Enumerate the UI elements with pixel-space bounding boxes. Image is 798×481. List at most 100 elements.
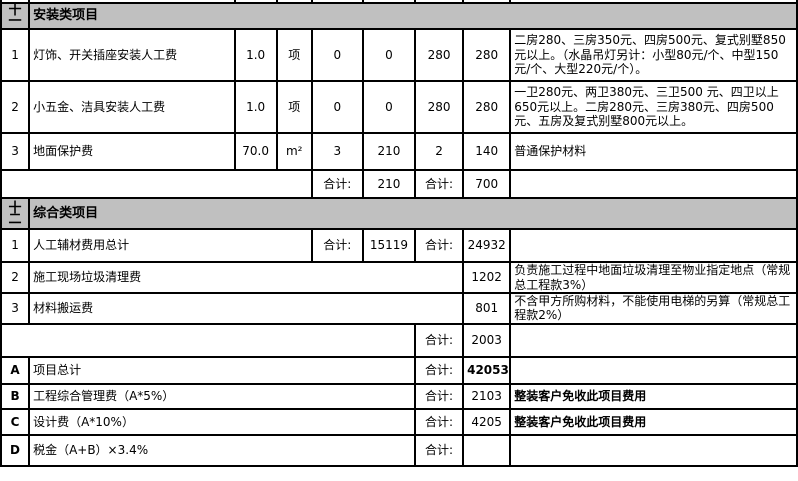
summary-row-d: D 税金（A+B）×3.4% 合计: xyxy=(0,433,798,467)
tax-value xyxy=(462,433,512,467)
empty-cell xyxy=(509,169,798,199)
clipped-cell xyxy=(361,0,417,4)
table-row-misc-3: 3 材料搬运费 801 不含甲方所购材料，不能使用电梯的另算（常规总工程款2%） xyxy=(0,292,798,325)
summary-name: 项目总计 xyxy=(28,355,416,385)
subtotal-label: 合计: xyxy=(413,322,465,358)
row-num: 1 xyxy=(0,228,31,263)
grand-line-total: 24932 xyxy=(462,228,512,263)
total-label: 合计: xyxy=(413,355,465,385)
material-total: 210 xyxy=(361,132,417,171)
row-num: 3 xyxy=(0,292,31,325)
line-total: 280 xyxy=(462,28,512,82)
clipped-row xyxy=(0,0,798,4)
row-num: 3 xyxy=(0,132,31,171)
item-note: 二房280、三房350元、四房500元、复式别墅850元以上。（水晶吊灯另计：小… xyxy=(509,28,798,82)
clipped-cell xyxy=(509,0,798,4)
item-name: 地面保护费 xyxy=(28,132,236,171)
labor-price: 280 xyxy=(413,80,465,134)
total-label: 合计: xyxy=(413,433,465,467)
section-install-header-row: 十 一 安装类项目 xyxy=(0,2,798,30)
item-note: 负责施工过程中地面垃圾清理至物业指定地点（常规总工程款3%） xyxy=(509,261,798,294)
table-row-install-2: 2 小五金、洁具安装人工费 1.0 项 0 0 280 280 一卫280元、两… xyxy=(0,80,798,134)
material-total: 0 xyxy=(361,80,417,134)
section-misc-header-row: 十 二 综合类项目 xyxy=(0,197,798,230)
empty-cell xyxy=(0,169,313,199)
item-note xyxy=(509,228,798,263)
quantity: 70.0 xyxy=(233,132,278,171)
management-fee-value: 2103 xyxy=(462,382,512,410)
clipped-cell xyxy=(28,0,236,4)
summary-name: 工程综合管理费（A*5%） xyxy=(28,382,416,410)
labor-price: 2 xyxy=(413,132,465,171)
table-row-misc-1: 1 人工辅材费用总计 合计: 15119 合计: 24932 xyxy=(0,228,798,263)
item-note: 一卫280元、两卫380元、三卫500 元、四卫以上650元以上。二房280元、… xyxy=(509,80,798,134)
empty-cell xyxy=(509,322,798,358)
row-letter: C xyxy=(0,407,31,436)
section-index-stack: 十 一 xyxy=(5,5,25,27)
labor-material-total: 15119 xyxy=(361,228,417,263)
quantity: 1.0 xyxy=(233,28,278,82)
summary-row-a: A 项目总计 合计: 42053 xyxy=(0,355,798,385)
clipped-cell xyxy=(413,0,465,4)
item-note: 普通保护材料 xyxy=(509,132,798,171)
labor-price: 280 xyxy=(413,28,465,82)
line-total: 801 xyxy=(462,292,512,325)
section-install-subtotal-row: 合计: 210 合计: 700 xyxy=(0,169,798,199)
line-total: 280 xyxy=(462,80,512,134)
subtotal-label: 合计: xyxy=(310,228,364,263)
summary-note xyxy=(509,355,798,385)
subtotal-material-value: 210 xyxy=(361,169,417,199)
section-misc-title: 综合类项目 xyxy=(28,197,798,230)
summary-name: 设计费（A*10%） xyxy=(28,407,416,436)
section-install-title: 安装类项目 xyxy=(28,2,798,30)
clipped-cell xyxy=(310,0,364,4)
item-name: 小五金、洁具安装人工费 xyxy=(28,80,236,134)
section-index-stack: 十 二 xyxy=(5,200,25,227)
subtotal-label-material: 合计: xyxy=(310,169,364,199)
quantity: 1.0 xyxy=(233,80,278,134)
unit: 项 xyxy=(275,28,313,82)
clipped-cell xyxy=(0,0,31,4)
index-char-top: 十 xyxy=(8,200,22,216)
summary-note: 整装客户免收此项目费用 xyxy=(509,407,798,436)
total-label: 合计: xyxy=(413,382,465,410)
clipped-cell xyxy=(462,0,512,4)
summary-row-c: C 设计费（A*10%） 合计: 4205 整装客户免收此项目费用 xyxy=(0,407,798,436)
summary-name: 税金（A+B）×3.4% xyxy=(28,433,416,467)
row-num: 2 xyxy=(0,261,31,294)
subtotal-total-value: 700 xyxy=(462,169,512,199)
index-char-bottom: 一 xyxy=(8,14,22,29)
total-label: 合计: xyxy=(413,407,465,436)
index-char-bottom: 二 xyxy=(8,211,22,227)
section-misc-subtotal-row: 合计: 2003 xyxy=(0,322,798,358)
subtotal-value: 2003 xyxy=(462,322,512,358)
material-total: 0 xyxy=(361,28,417,82)
item-name: 材料搬运费 xyxy=(28,292,465,325)
summary-note xyxy=(509,433,798,467)
project-total-value: 42053 xyxy=(462,355,512,385)
unit: 项 xyxy=(275,80,313,134)
summary-row-b: B 工程综合管理费（A*5%） 合计: 2103 整装客户免收此项目费用 xyxy=(0,382,798,410)
material-price: 0 xyxy=(310,80,364,134)
line-total: 1202 xyxy=(462,261,512,294)
design-fee-value: 4205 xyxy=(462,407,512,436)
item-name: 人工辅材费用总计 xyxy=(28,228,313,263)
section-misc-index: 十 二 xyxy=(0,197,31,230)
table-row-install-1: 1 灯饰、开关插座安装人工费 1.0 项 0 0 280 280 二房280、三… xyxy=(0,28,798,82)
item-name: 施工现场垃圾清理费 xyxy=(28,261,465,294)
material-price: 0 xyxy=(310,28,364,82)
row-letter: A xyxy=(0,355,31,385)
quotation-table: 十 一 安装类项目 1 灯饰、开关插座安装人工费 1.0 项 0 0 280 2… xyxy=(0,0,798,467)
summary-note: 整装客户免收此项目费用 xyxy=(509,382,798,410)
subtotal-label-labor: 合计: xyxy=(413,169,465,199)
section-install-index: 十 一 xyxy=(0,2,31,30)
subtotal-label: 合计: xyxy=(413,228,465,263)
index-char-top: 十 xyxy=(8,3,22,18)
unit: m² xyxy=(275,132,313,171)
table-row-install-3: 3 地面保护费 70.0 m² 3 210 2 140 普通保护材料 xyxy=(0,132,798,171)
item-note: 不含甲方所购材料，不能使用电梯的另算（常规总工程款2%） xyxy=(509,292,798,325)
table-row-misc-2: 2 施工现场垃圾清理费 1202 负责施工过程中地面垃圾清理至物业指定地点（常规… xyxy=(0,261,798,294)
material-price: 3 xyxy=(310,132,364,171)
row-letter: B xyxy=(0,382,31,410)
